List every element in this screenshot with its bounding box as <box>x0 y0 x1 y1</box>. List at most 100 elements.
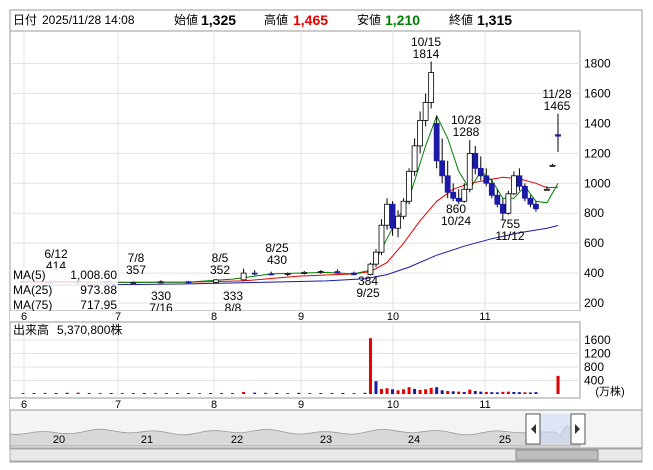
volume-bar <box>21 392 25 394</box>
candle-body <box>317 271 324 274</box>
candle-body <box>444 175 451 193</box>
candle <box>472 145 479 175</box>
candle <box>533 201 539 212</box>
price-tick-label: 1000 <box>584 176 611 190</box>
annotation-line-1: 10/28 <box>451 113 481 127</box>
volume-bar <box>164 393 168 394</box>
volume-bar <box>374 381 378 394</box>
volume-bar <box>462 391 466 394</box>
candle-body <box>284 273 291 275</box>
volume-tick-label: 400 <box>584 373 604 387</box>
volume-bar <box>418 389 422 394</box>
candle <box>444 160 451 199</box>
annotation-line-2: 10/24 <box>441 214 471 228</box>
legend-ma25-value: 973.88 <box>80 283 117 297</box>
scrollbar-track[interactable] <box>9 448 643 462</box>
navigator-area <box>9 425 581 447</box>
candle <box>433 115 440 169</box>
annotation-line-1: 6/12 <box>44 247 68 261</box>
candle <box>455 189 462 205</box>
volume-bar <box>435 387 439 394</box>
volume-bar <box>517 392 521 394</box>
volume-bar <box>286 392 290 394</box>
ma-legend: MA(5) 1,008.60 MA(25) 973.88 MA(75) 717.… <box>11 268 118 312</box>
open-label: 始値 <box>174 12 198 27</box>
candle-body <box>466 152 473 190</box>
navigator-left-handle[interactable] <box>525 413 541 445</box>
volume-bar <box>457 391 461 394</box>
volume-bar <box>197 393 201 394</box>
candle-body <box>428 72 435 103</box>
month-strip-bg <box>10 399 580 410</box>
candle-body <box>483 175 490 184</box>
volume-title-value: 5,370,800株 <box>57 322 122 337</box>
price-tick-label: 1600 <box>584 86 611 100</box>
volume-bar <box>54 392 58 394</box>
scrollbar-thumb[interactable] <box>515 449 599 461</box>
legend-ma25-name: MA(25) <box>13 283 52 297</box>
navigator-week-ticks: 20 21 22 23 24 25 <box>53 434 511 446</box>
month-tick-label: 9 <box>298 311 304 323</box>
navigator-week-tick: 22 <box>231 434 243 446</box>
volume-bar <box>512 391 516 394</box>
candle <box>389 201 396 236</box>
candle-body <box>494 194 501 205</box>
candle <box>373 249 379 268</box>
month-axis-price: 6 7 8 9 10 11 <box>10 311 580 323</box>
candle <box>213 279 219 283</box>
volume-bar <box>120 393 124 394</box>
candle-body <box>461 188 468 202</box>
volume-bar <box>495 392 499 394</box>
candle-body <box>185 281 192 284</box>
annotation-line-1: 330 <box>151 289 171 303</box>
candle-body <box>400 200 407 217</box>
ma5-line <box>22 114 559 283</box>
annotation-line-1: 11/28 <box>542 87 571 101</box>
annotation-line-1: 10/15 <box>411 35 441 49</box>
candle-body <box>373 251 379 265</box>
candle <box>240 268 247 281</box>
volume-bar <box>65 392 69 394</box>
volume-bar <box>297 392 301 394</box>
volume-bar <box>209 392 213 394</box>
volume-bar <box>407 387 411 394</box>
navigator-right-handle[interactable] <box>570 413 586 445</box>
candle-body <box>516 175 523 187</box>
volume-bar <box>391 389 395 394</box>
candle <box>439 138 446 184</box>
close-label: 終値 <box>449 12 473 27</box>
price-tick-label: 600 <box>584 236 604 250</box>
price-annotations: 6/124147/83573307/168/53523338/88/254303… <box>44 35 572 315</box>
candle <box>461 183 468 203</box>
month-tick-label: 8 <box>211 399 217 411</box>
candle-body <box>555 134 561 137</box>
datetime-text: 2025/11/28 14:08 <box>42 13 135 27</box>
navigator-week-tick: 23 <box>320 434 332 446</box>
volume-bar <box>368 338 372 394</box>
candle-body <box>439 160 446 177</box>
candle <box>516 168 523 191</box>
candle <box>185 280 192 284</box>
candle <box>157 280 164 284</box>
volume-bar <box>98 393 102 394</box>
volume-bar <box>556 375 560 394</box>
annotation-line-1: 7/8 <box>128 251 145 265</box>
volume-bar <box>363 392 367 394</box>
volume-title: 出来高 <box>13 322 49 337</box>
candle-body <box>499 203 506 214</box>
volume-bar <box>175 392 179 394</box>
annotation-line-1: 8/5 <box>212 251 229 265</box>
candle <box>351 271 357 276</box>
candle-body <box>378 224 385 253</box>
volume-tick-label: 800 <box>584 360 604 374</box>
candle-body <box>510 175 517 195</box>
month-tick-label: 10 <box>387 399 399 411</box>
candlestick-series <box>20 61 561 285</box>
candle <box>301 270 308 275</box>
volume-bar <box>153 393 157 394</box>
annotation-line-2: 357 <box>126 263 146 277</box>
